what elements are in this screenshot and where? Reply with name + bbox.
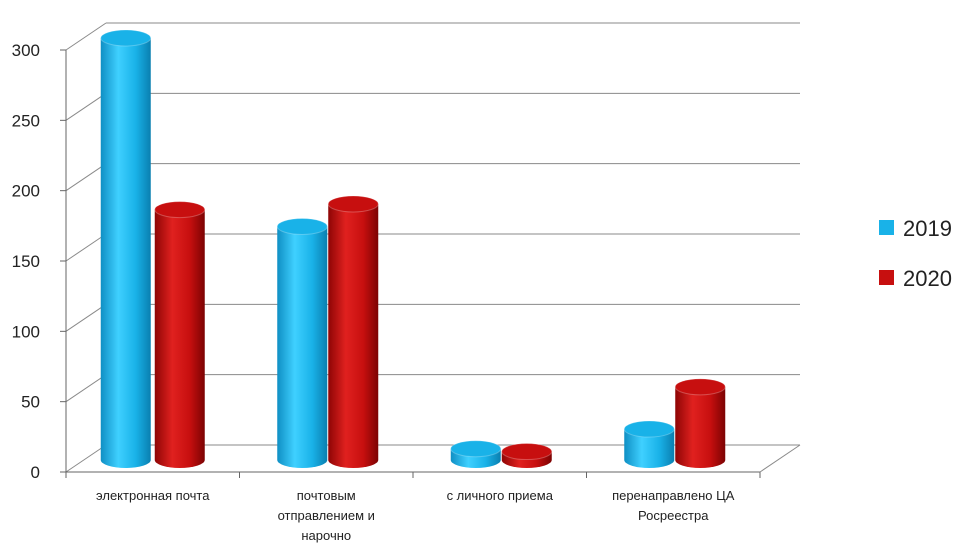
bar-top [327, 195, 379, 213]
bar-top [100, 29, 152, 47]
bar-body [624, 429, 675, 468]
gridline-side [65, 374, 107, 403]
bar-top [276, 217, 328, 235]
legend-swatch-2019 [879, 220, 894, 235]
y-tick-label: 250 [12, 111, 40, 130]
bar-body [675, 386, 726, 468]
gridline-side [65, 92, 107, 121]
legend: 2019 2020 [879, 216, 952, 291]
bar-body [277, 226, 328, 468]
floor-edge [759, 444, 801, 473]
bar-2020-4 [674, 378, 726, 468]
bar-top [450, 440, 502, 458]
y-tick-label: 0 [31, 463, 40, 482]
category-label: электронная почта [96, 488, 210, 503]
bar-2020-2 [327, 195, 379, 468]
legend-label-2020: 2020 [903, 266, 952, 291]
bar-top [501, 443, 553, 461]
bar-top [674, 378, 726, 396]
gridline-side [65, 22, 107, 51]
gridline-side [65, 444, 107, 473]
y-tick-label: 50 [21, 393, 40, 412]
bar-top [623, 420, 675, 438]
y-axis-ticks: 0 50 100 150 200 250 300 [12, 41, 66, 482]
bar-body [154, 209, 205, 468]
bar-2019-4 [623, 420, 675, 468]
bar-body [100, 38, 151, 468]
y-tick-label: 200 [12, 182, 40, 201]
category-label: перенаправлено ЦА Росреестра [612, 488, 735, 523]
y-tick-label: 300 [12, 41, 40, 60]
bar-2019-3 [450, 440, 502, 468]
bars [100, 29, 726, 468]
bar-body [328, 203, 379, 468]
gridline-side [65, 303, 107, 332]
y-tick-label: 100 [12, 322, 40, 341]
bar-2020-3 [501, 443, 553, 468]
category-label: с личного приема [447, 488, 554, 503]
bar-top [154, 201, 206, 219]
gridline-side [65, 233, 107, 262]
legend-swatch-2020 [879, 270, 894, 285]
y-tick-label: 150 [12, 252, 40, 271]
gridline-side [65, 163, 107, 192]
legend-label-2019: 2019 [903, 216, 952, 241]
bar-2019-2 [276, 217, 328, 468]
bar-2020-1 [154, 201, 206, 468]
grid [65, 22, 800, 473]
bar-2019-1 [100, 29, 152, 468]
category-label: почтовым отправлением и нарочно [278, 488, 375, 543]
